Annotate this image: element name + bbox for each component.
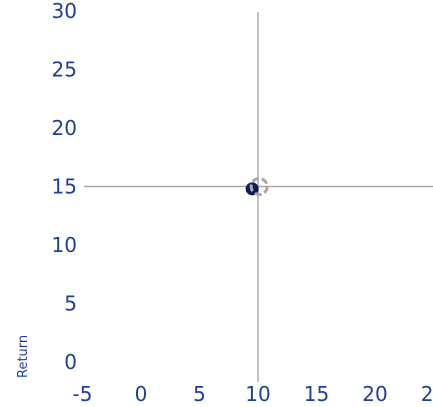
x-tick-label: 20 <box>362 382 387 406</box>
data-points <box>245 177 269 196</box>
y-tick-label: 0 <box>64 350 77 374</box>
reference-lines <box>84 12 433 382</box>
y-tick-label: 25 <box>52 58 77 82</box>
y-tick-label: 15 <box>52 175 77 199</box>
x-tick-label: 15 <box>304 382 329 406</box>
x-axis-ticks: -5 0 5 10 15 20 25 <box>73 382 433 406</box>
x-tick-label: -5 <box>73 382 93 406</box>
y-tick-label: 5 <box>64 292 77 316</box>
y-tick-label: 30 <box>52 0 77 23</box>
x-tick-label: 25 <box>421 382 433 406</box>
y-axis-label: Return <box>16 335 31 378</box>
y-tick-label: 10 <box>52 233 77 257</box>
y-tick-label: 20 <box>52 116 77 140</box>
x-tick-label: 5 <box>193 382 206 406</box>
x-tick-label: 10 <box>245 382 270 406</box>
x-tick-label: 0 <box>135 382 148 406</box>
y-axis-ticks: 0 5 10 15 20 25 30 <box>52 0 77 374</box>
data-point-ring <box>249 177 269 196</box>
